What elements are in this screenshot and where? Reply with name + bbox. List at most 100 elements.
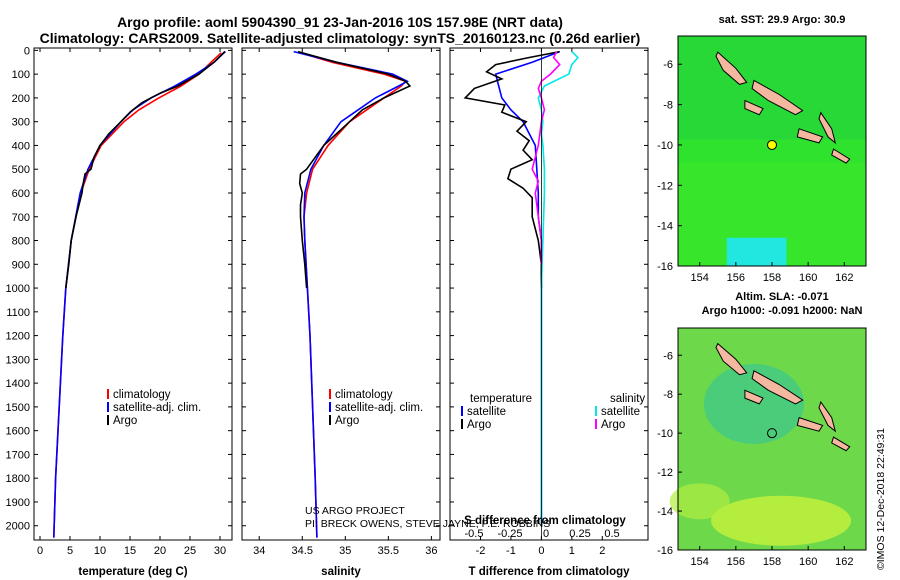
sla-lon-tick-label: 156	[727, 556, 745, 568]
timestamp-label: ©IMOS 12-Dec-2018 22:49:31	[875, 428, 887, 570]
difference-series-temperature-argo	[463, 50, 560, 289]
sla-island	[751, 370, 804, 405]
depth-tick-label: 1400	[6, 378, 30, 390]
difference-plot-frame	[449, 47, 649, 541]
temperature-legend-label: Argo	[113, 415, 137, 427]
difference-x-tick-label: 0	[538, 545, 544, 557]
depth-tick-label: 1500	[6, 402, 30, 414]
figure-title-line-2: Climatology: CARS2009. Satellite-adjuste…	[39, 30, 641, 46]
depth-tick-label: 700	[12, 212, 30, 224]
sla-island	[744, 389, 764, 405]
temperature-series-argo	[65, 51, 226, 289]
sla-lon-tick-label: 158	[763, 556, 781, 568]
difference-temp-legend-label: Argo	[467, 419, 491, 431]
salinity-x-tick-label: 35.5	[378, 545, 399, 557]
salinity-series-satellite-adj.-clim.	[293, 50, 410, 538]
salinity-x-tick-label: 34	[253, 545, 265, 557]
difference-series-salinity-argo	[531, 51, 561, 265]
salinity-legend-label: Argo	[335, 415, 359, 427]
sst-lat-tick-label: -6	[663, 59, 673, 71]
depth-tick-label: 1700	[6, 449, 30, 461]
sst-island	[818, 111, 837, 145]
depth-tick-label: 2000	[6, 521, 30, 533]
sst-island	[715, 51, 748, 85]
temperature-x-tick-label: 20	[154, 545, 166, 557]
depth-tick-label: 400	[12, 140, 30, 152]
temperature-x-tick-label: 30	[214, 545, 226, 557]
difference-s-axis-label: S difference from climatology	[464, 515, 626, 527]
sst-lon-tick-label: 158	[763, 272, 781, 284]
difference-sal-legend-title: salinity	[610, 393, 645, 405]
salinity-x-tick-label: 34.5	[292, 545, 313, 557]
depth-tick-label: 1300	[6, 354, 30, 366]
depth-tick-label: 500	[12, 164, 30, 176]
difference-temp-legend-title: temperature	[470, 393, 532, 405]
sst-island	[744, 99, 764, 116]
salinity-x-tick-label: 36	[425, 545, 437, 557]
depth-tick-label: 800	[12, 236, 30, 248]
project-credit: US ARGO PROJECT	[305, 505, 405, 517]
salinity-series-argo	[297, 50, 412, 289]
pi-credit: PI: BRECK OWENS, STEVE JAYNE, P.E. ROBBI…	[305, 518, 551, 530]
sla-high-patch	[669, 483, 730, 520]
depth-tick-label: 100	[12, 69, 30, 81]
sst-lon-tick-label: 156	[727, 272, 745, 284]
difference-s-tick-label: 0.5	[604, 528, 619, 540]
depth-tick-label: 1000	[6, 283, 30, 295]
sst-lat-tick-label: -14	[657, 221, 673, 233]
sla-lon-tick-label: 162	[835, 556, 853, 568]
sla-lat-tick-label: -12	[657, 467, 673, 479]
difference-s-tick-label: -0.25	[497, 528, 522, 540]
sst-argo-marker	[767, 139, 777, 150]
depth-tick-label: 1100	[6, 307, 30, 319]
sla-island	[818, 400, 837, 433]
figure-title-line-1: Argo profile: aoml 5904390_91 23-Jan-201…	[117, 14, 563, 30]
sst-island	[751, 79, 804, 116]
difference-s-tick-label: 0	[543, 528, 549, 540]
sst-lon-tick-label: 160	[799, 272, 817, 284]
temperature-plot-frame	[33, 47, 233, 541]
sst-warm-band	[678, 36, 866, 140]
sst-lon-tick-label: 162	[835, 272, 853, 284]
sst-lat-tick-label: -16	[657, 261, 673, 273]
temperature-x-tick-label: 10	[94, 545, 106, 557]
difference-x-tick-label: 2	[599, 545, 605, 557]
difference-sal-legend-label: Argo	[601, 419, 625, 431]
salinity-x-axis-label: salinity	[321, 566, 361, 578]
sla-map-title-2: Argo h1000: -0.091 h2000: NaN	[701, 305, 863, 317]
sst-lon-tick-label: 154	[691, 272, 709, 284]
difference-x-tick-label: -2	[476, 545, 486, 557]
sla-map	[669, 327, 867, 551]
depth-tick-label: 1200	[6, 331, 30, 343]
sst-map-title: sat. SST: 29.9 Argo: 30.9	[718, 14, 846, 26]
depth-tick-label: 600	[12, 188, 30, 200]
temperature-legend-label: satellite-adj. clim.	[113, 402, 201, 414]
sla-high-patch	[711, 495, 852, 546]
temperature-x-axis-label: temperature (deg C)	[78, 566, 187, 578]
sla-island	[796, 416, 824, 432]
sst-map	[677, 35, 867, 267]
difference-temp-legend-label: satellite	[467, 406, 506, 418]
salinity-legend-label: climatology	[335, 389, 393, 401]
sla-lat-tick-label: -10	[657, 428, 673, 440]
sla-lon-tick-label: 154	[691, 556, 709, 568]
sla-lat-tick-label: -8	[663, 389, 673, 401]
sla-lat-tick-label: -6	[663, 350, 673, 362]
sst-cool-patch	[726, 237, 787, 266]
sst-lat-tick-label: -10	[657, 140, 673, 152]
temperature-legend-label: climatology	[113, 389, 171, 401]
temperature-x-tick-label: 25	[184, 545, 196, 557]
difference-x-axis-label: T difference from climatology	[468, 566, 630, 578]
temperature-x-tick-label: 15	[124, 545, 136, 557]
sla-lon-tick-label: 160	[799, 556, 817, 568]
depth-tick-label: 1800	[6, 473, 30, 485]
sla-island	[831, 436, 851, 452]
sst-lat-tick-label: -8	[663, 100, 673, 112]
sla-argo-marker	[767, 428, 777, 439]
temperature-x-tick-label: 5	[67, 545, 73, 557]
sst-lat-tick-label: -12	[657, 180, 673, 192]
depth-tick-label: 200	[12, 93, 30, 105]
depth-tick-label: 900	[12, 259, 30, 271]
